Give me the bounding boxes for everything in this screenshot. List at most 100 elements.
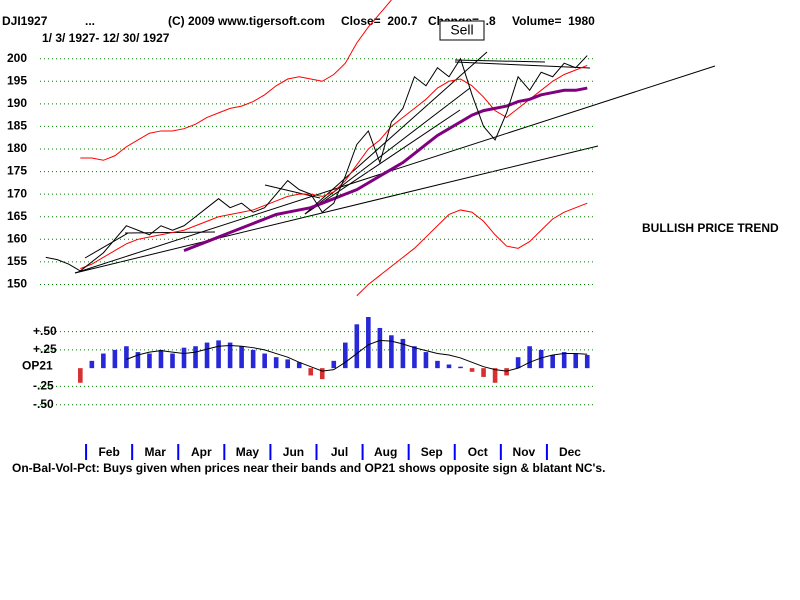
oscillator-bar — [435, 360, 440, 369]
x-tick-label: May — [236, 445, 260, 459]
trendline — [304, 87, 471, 215]
oscillator-bar — [239, 346, 244, 369]
oscillator-bar — [124, 346, 129, 369]
x-tick-label: Jul — [331, 445, 348, 459]
oscillator-bar — [412, 346, 417, 369]
y-tick-label: 200 — [7, 51, 27, 65]
oscillator-bar — [101, 353, 106, 369]
price-line — [45, 55, 588, 272]
oscillator-bar — [561, 352, 567, 369]
y-tick-label: 175 — [7, 164, 27, 178]
oscillator-bar — [515, 357, 521, 369]
y-tick-label: 185 — [7, 119, 27, 133]
y-tick-label: 160 — [7, 231, 27, 245]
y-tick-label: 190 — [7, 96, 27, 110]
oscillator-bar — [527, 346, 532, 369]
signal-box — [439, 20, 485, 41]
oscillator-bar — [458, 366, 463, 369]
header-text: (C) 2009 www.tigersoft.com — [168, 14, 325, 28]
chart-title: DJI1927 — [2, 14, 48, 28]
trendline — [304, 51, 488, 215]
trendline — [124, 231, 216, 234]
oscillator-bar — [308, 368, 314, 376]
y-tick-label: 165 — [7, 209, 27, 223]
oscillator-bar — [262, 353, 267, 369]
oscillator-bar — [400, 338, 406, 369]
oscillator-bar — [135, 352, 141, 369]
y-tick-label: -.50 — [33, 397, 54, 411]
y-tick-label: 180 — [7, 141, 27, 155]
header-text: Close= 200.7 — [341, 14, 418, 28]
oscillator-bar — [331, 360, 337, 369]
x-tick-label: Nov — [513, 445, 536, 459]
oscillator-bar — [193, 346, 198, 369]
oscillator-bar — [78, 368, 83, 383]
oscillator-bar — [389, 335, 394, 369]
header-text: ... — [85, 14, 95, 28]
oscillator-bar — [354, 324, 360, 369]
trendline — [84, 232, 129, 259]
header-text: Volume= 1980 — [512, 14, 595, 28]
price-line — [80, 0, 392, 161]
trend-label: BULLISH PRICE TREND — [642, 221, 779, 235]
x-tick-label: Aug — [374, 445, 397, 459]
oscillator-bar — [319, 368, 325, 380]
price-line — [356, 202, 588, 297]
trendline — [264, 184, 321, 199]
oscillator-bar — [423, 352, 429, 369]
oscillator-bar — [469, 368, 475, 372]
oscillator-bar — [181, 347, 187, 369]
price-line — [183, 86, 588, 252]
x-tick-label: Sep — [421, 445, 443, 459]
oscillator-bar — [158, 349, 164, 369]
chart-subtitle: 1/ 3/ 1927- 12/ 30/ 1927 — [42, 31, 170, 45]
oscillator-bar — [204, 342, 210, 369]
trendline — [454, 61, 591, 69]
oscillator-line — [126, 339, 588, 372]
oscillator-bar — [296, 362, 302, 369]
oscillator-bar — [492, 368, 498, 383]
oscillator-bar — [377, 327, 383, 369]
trendline — [74, 145, 599, 274]
y-tick-label: 170 — [7, 186, 27, 200]
x-tick-label: Oct — [468, 445, 488, 459]
y-tick-label: +.50 — [33, 324, 57, 338]
oscillator-bar — [250, 349, 256, 369]
oscillator-bar — [170, 353, 175, 369]
oscillator-bar — [285, 359, 291, 369]
y-tick-label: -.25 — [33, 379, 54, 393]
x-tick-label: Dec — [559, 445, 581, 459]
oscillator-bar — [216, 340, 221, 369]
trendline — [304, 109, 461, 215]
trendline — [454, 59, 546, 63]
oscillator-bar — [481, 368, 486, 377]
oscillator-bar — [538, 349, 544, 369]
y-tick-label: 195 — [7, 73, 27, 87]
oscillator-bar — [89, 360, 95, 369]
oscillator-bar — [573, 353, 579, 369]
y-tick-label: 155 — [7, 254, 27, 268]
oscillator-bar — [550, 355, 555, 369]
x-tick-label: Feb — [98, 445, 119, 459]
y-tick-label: 150 — [7, 277, 27, 291]
oscillator-bar — [584, 355, 590, 369]
oscillator-bar — [273, 357, 279, 369]
x-tick-label: Mar — [145, 445, 167, 459]
trendline — [74, 65, 716, 274]
oscillator-bar — [504, 368, 509, 376]
trendlines — [74, 51, 716, 274]
x-tick-label: Jun — [283, 445, 304, 459]
oscillator-bar — [227, 342, 233, 369]
x-tick-label: Apr — [191, 445, 212, 459]
caption: On-Bal-Vol-Pct: Buys given when prices n… — [12, 461, 605, 475]
price-line — [80, 65, 588, 270]
y-tick-label: +.25 — [33, 342, 57, 356]
signal-label: Sell — [450, 22, 473, 38]
oscillator-bar — [446, 364, 452, 369]
oscillator-bar — [366, 317, 371, 369]
oscillator-bar — [147, 353, 152, 369]
oscillator-bar — [112, 349, 118, 369]
